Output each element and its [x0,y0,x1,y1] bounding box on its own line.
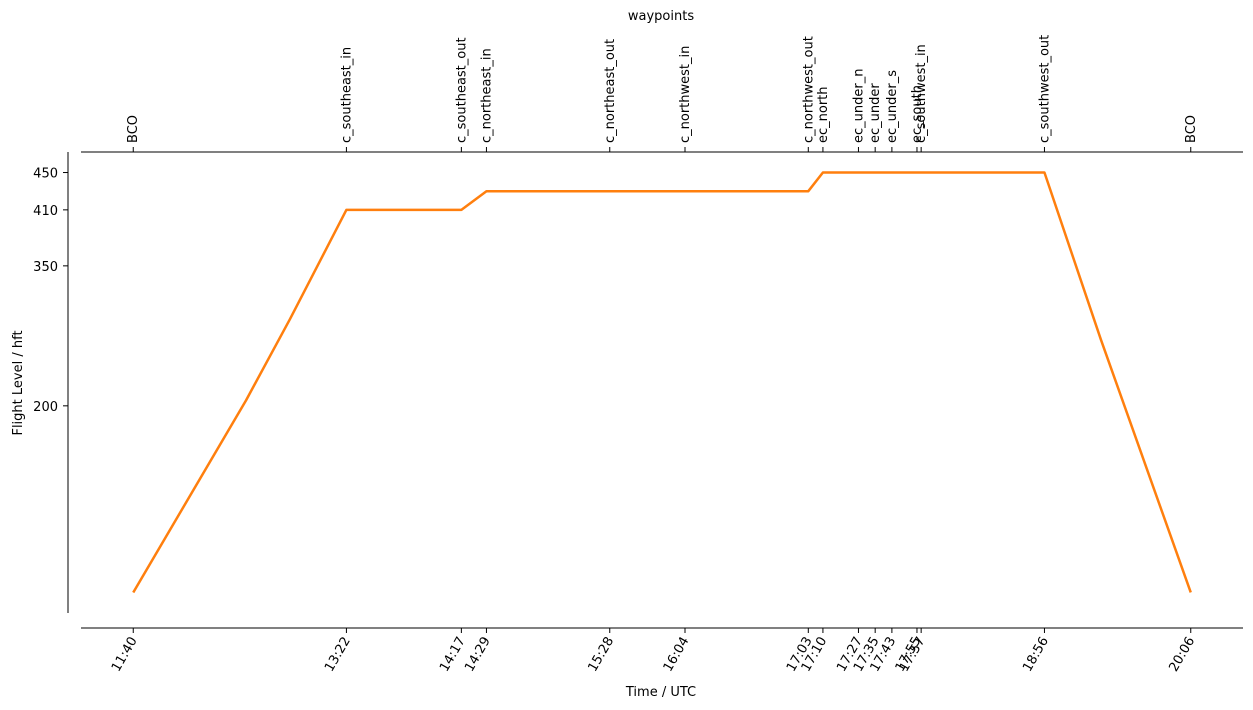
x2-tick-label: c_northwest_out [801,36,816,143]
x2-tick-label: c_southeast_out [454,37,469,143]
x2-tick-label: c_northeast_out [603,39,618,143]
data-line [132,171,1192,594]
y-tick-label: 410 [33,204,58,219]
x-tick-label: 18:56 [1020,635,1052,675]
x2-axis-title: waypoints [628,9,694,24]
x2-tick-label: c_northwest_in [678,46,693,143]
x2-tick-label: ec_south [910,85,925,143]
x2-tick-label: c_northeast_in [479,48,494,143]
x-tick-label: 11:40 [109,635,141,675]
x2-tick-label: BCO [126,115,141,143]
x-tick-label: 15:28 [585,635,617,675]
x2-tick-label: c_southwest_out [1037,35,1052,143]
y-axis-title: Flight Level / hft [11,330,26,435]
x-tick-label: 16:04 [661,635,693,675]
x2-tick-label: ec_under [868,83,883,143]
x2-tick-label: ec_under_s [885,70,900,143]
x2-tick-label: c_southeast_in [339,47,354,143]
x2-tick-label: ec_under_n [851,69,866,143]
x-tick-label: 13:22 [322,635,354,675]
y-tick-label: 450 [33,167,58,182]
x-tick-label: 14:29 [462,635,494,675]
x2-tick-label: c_southwest_in [914,44,929,143]
x2-tick-label: ec_north [816,86,831,143]
x-tick-label: 20:06 [1166,635,1198,675]
y-tick-label: 200 [33,400,58,415]
y-tick-label: 350 [33,260,58,275]
x-axis-title: Time / UTC [625,685,696,700]
x2-tick-label: BCO [1184,115,1199,143]
